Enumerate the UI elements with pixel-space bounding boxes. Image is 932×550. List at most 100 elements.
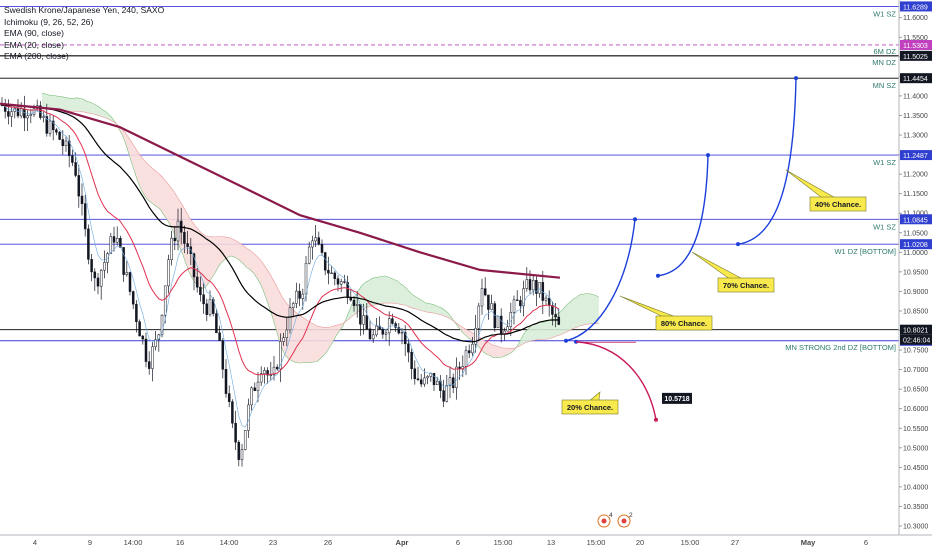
candlesticks xyxy=(0,95,561,467)
kumo-segment xyxy=(582,293,586,326)
candle-body xyxy=(48,120,52,134)
kumo-segment xyxy=(80,98,84,112)
kumo-segment xyxy=(416,297,420,310)
candle-body xyxy=(448,377,452,386)
candle-body xyxy=(320,244,324,253)
candle-body xyxy=(51,120,55,131)
candle-body xyxy=(445,385,449,402)
price-level-tag-text: 11.0845 xyxy=(903,217,928,224)
kumo-segment xyxy=(576,294,580,328)
candle-body xyxy=(112,236,116,243)
candle-body xyxy=(55,129,58,133)
candle-body xyxy=(269,374,273,376)
candle-body xyxy=(205,303,209,315)
candle-body xyxy=(173,237,177,242)
kumo-segment xyxy=(259,258,263,290)
candle-body xyxy=(96,277,100,287)
candle-body xyxy=(496,315,500,328)
candle-body xyxy=(423,377,426,385)
y-tick-label: 11.0000 xyxy=(903,250,928,257)
price-level-tag xyxy=(900,150,932,161)
candle-body xyxy=(304,262,308,295)
candle-body xyxy=(259,373,263,383)
candle-body xyxy=(99,269,103,287)
candle-body xyxy=(29,114,33,116)
candle-body xyxy=(202,294,205,305)
kumo-segment xyxy=(586,293,590,325)
kumo-segment xyxy=(432,304,436,314)
projection-path-80 xyxy=(565,219,636,342)
price-level-text: MN SZ xyxy=(873,81,897,90)
candle-body xyxy=(275,366,279,370)
x-tick-label: 15:00 xyxy=(681,538,700,547)
legend-ema-200: EMA (200, close) xyxy=(4,51,69,61)
candle-body xyxy=(426,376,429,379)
kumo-segment xyxy=(502,347,506,358)
kumo-segment xyxy=(253,252,257,278)
price-level-tag xyxy=(900,239,932,250)
candle-body xyxy=(167,259,170,287)
kumo-segment xyxy=(51,95,55,110)
kumo-segment xyxy=(138,152,142,190)
candle-body xyxy=(237,441,241,460)
price-level-text: MN DZ xyxy=(872,58,896,67)
candle-body xyxy=(330,272,333,274)
price-level-tag-text: 11.5025 xyxy=(903,54,928,61)
kumo-segment xyxy=(570,298,574,331)
kumo-segment xyxy=(426,303,430,313)
candle-body xyxy=(74,162,77,176)
projection-target-20 xyxy=(654,417,658,422)
candle-body xyxy=(61,139,65,147)
x-tick-label: May xyxy=(801,538,816,547)
candle-body xyxy=(87,228,90,260)
candle-body xyxy=(394,323,397,328)
candle-body xyxy=(339,281,343,285)
candle-body xyxy=(256,381,260,391)
candle-body xyxy=(371,334,375,340)
candle-body xyxy=(544,297,548,301)
candle-body xyxy=(301,293,305,299)
candle-body xyxy=(291,303,295,308)
kumo-segment xyxy=(390,277,394,304)
x-tick-label: 14:00 xyxy=(124,538,143,547)
candle-body xyxy=(519,300,522,307)
kumo-segment xyxy=(387,276,391,304)
candle-body xyxy=(391,318,394,324)
candle-body xyxy=(160,314,164,336)
kumo-segment xyxy=(563,304,567,334)
kumo-segment xyxy=(240,243,244,264)
y-tick-label: 11.1000 xyxy=(903,211,928,218)
callout-box xyxy=(655,315,713,331)
candle-body xyxy=(355,304,359,306)
candle-body xyxy=(227,393,231,402)
kumo-segment xyxy=(170,186,174,232)
candle-body xyxy=(141,335,145,340)
kumo-segment xyxy=(102,109,106,119)
callout-box xyxy=(809,196,867,212)
kumo-segment xyxy=(218,236,222,268)
kumo-segment xyxy=(163,178,167,220)
candle-body xyxy=(471,343,474,354)
kumo-segment xyxy=(266,267,270,307)
candle-body xyxy=(144,338,148,362)
kumo-segment xyxy=(154,169,158,207)
projection-target-70 xyxy=(706,153,710,158)
candle-body xyxy=(483,288,487,296)
candle-body xyxy=(298,290,301,299)
kumo-segment xyxy=(134,147,138,183)
kumo-segment xyxy=(278,290,282,349)
candle-body xyxy=(163,285,167,316)
candle-body xyxy=(170,237,173,261)
candle-body xyxy=(151,346,154,369)
candle-body xyxy=(42,116,45,118)
candle-body xyxy=(80,195,84,204)
projection-path-70 xyxy=(657,155,709,277)
candle-body xyxy=(477,305,481,329)
y-tick-label: 11.6000 xyxy=(903,15,928,22)
candle-body xyxy=(285,329,289,338)
kumo-segment xyxy=(560,308,564,335)
kumo-segment xyxy=(330,326,334,347)
kumo-segment xyxy=(208,236,212,284)
ema-200-line xyxy=(0,102,561,279)
